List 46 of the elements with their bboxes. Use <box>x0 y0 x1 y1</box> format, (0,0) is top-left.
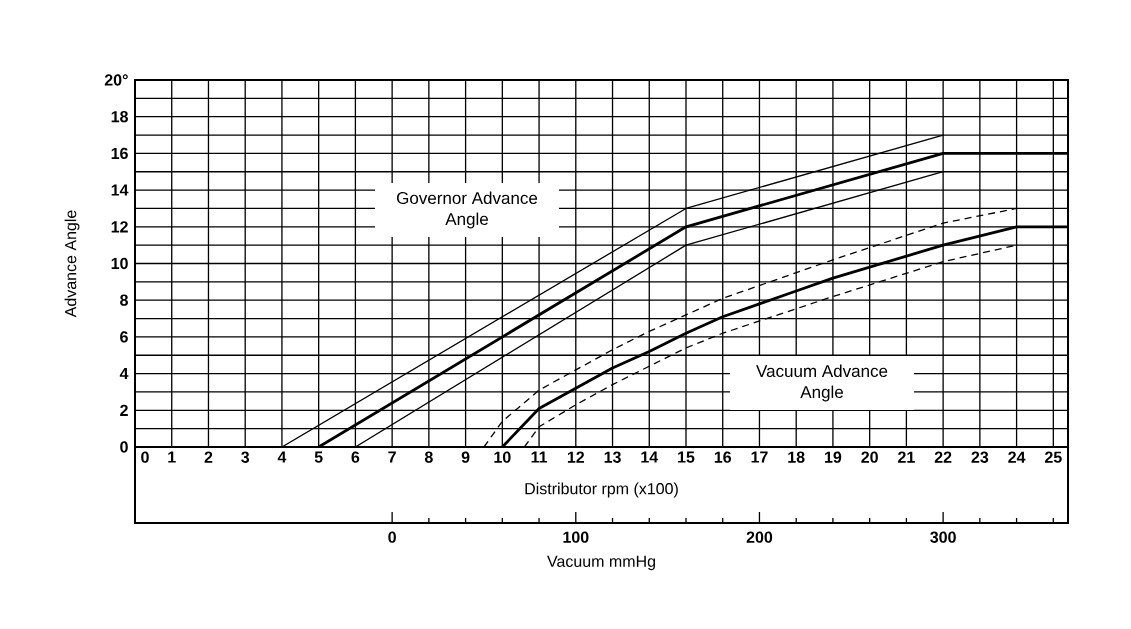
y-tick-label: 8 <box>120 294 128 306</box>
annotation: Vacuum Advance Angle <box>756 364 888 402</box>
x-tick-label: 11 <box>531 451 548 463</box>
x2-axis-title: Vacuum mmHg <box>547 555 655 571</box>
x-tick-label: 19 <box>825 451 842 463</box>
x-tick-label: 22 <box>934 451 952 463</box>
x-tick-label: 0 <box>141 451 149 463</box>
y-tick-label: 16 <box>111 147 128 160</box>
x-tick-label: 8 <box>424 451 433 463</box>
x-tick-label: 6 <box>351 451 360 463</box>
x2-tick-label: 100 <box>563 531 589 543</box>
x-tick-label: 23 <box>971 451 989 463</box>
x-tick-label: 4 <box>277 451 287 463</box>
x-tick-label: 5 <box>314 451 323 463</box>
y-tick-label: 10 <box>111 257 128 270</box>
x-tick-label: 2 <box>204 451 213 463</box>
x-tick-label: 18 <box>788 451 805 463</box>
annotation: Governor Advance Angle <box>397 191 538 229</box>
x-tick-label: 12 <box>567 451 585 463</box>
x-tick-label: 1 <box>168 451 176 463</box>
x-tick-label: 25 <box>1044 451 1062 463</box>
x2-tick-label: 300 <box>930 531 956 543</box>
x-tick-label: 21 <box>898 451 915 463</box>
x-tick-label: 10 <box>494 451 511 463</box>
x-tick-label: 16 <box>714 451 732 463</box>
y-tick-label: 4 <box>119 368 129 380</box>
y-tick-label: 0 <box>120 441 128 453</box>
x-tick-label: 9 <box>461 451 470 463</box>
x-tick-label: 7 <box>388 451 396 463</box>
x-tick-label: 24 <box>1008 451 1026 463</box>
x-tick-label: 14 <box>641 451 659 463</box>
x-tick-label: 17 <box>751 451 768 463</box>
y-tick-label: 6 <box>120 331 128 343</box>
x-tick-label: 3 <box>241 451 250 463</box>
y-tick-label: 20° <box>104 74 128 86</box>
x2-tick-label: 200 <box>746 531 773 543</box>
x-tick-label: 13 <box>604 451 621 463</box>
y-tick-label: 18 <box>111 111 128 123</box>
x-tick-label: 20 <box>861 451 878 463</box>
x2-tick-label: 0 <box>388 531 396 543</box>
x-tick-label: 15 <box>678 451 695 463</box>
y-tick-label: 2 <box>120 404 128 416</box>
x-axis-title: Distributor rpm (x100) <box>525 482 678 498</box>
y-tick-label: 14 <box>111 184 129 196</box>
y-tick-label: 12 <box>111 221 128 233</box>
y-axis-title: Advance Angle <box>64 210 80 318</box>
